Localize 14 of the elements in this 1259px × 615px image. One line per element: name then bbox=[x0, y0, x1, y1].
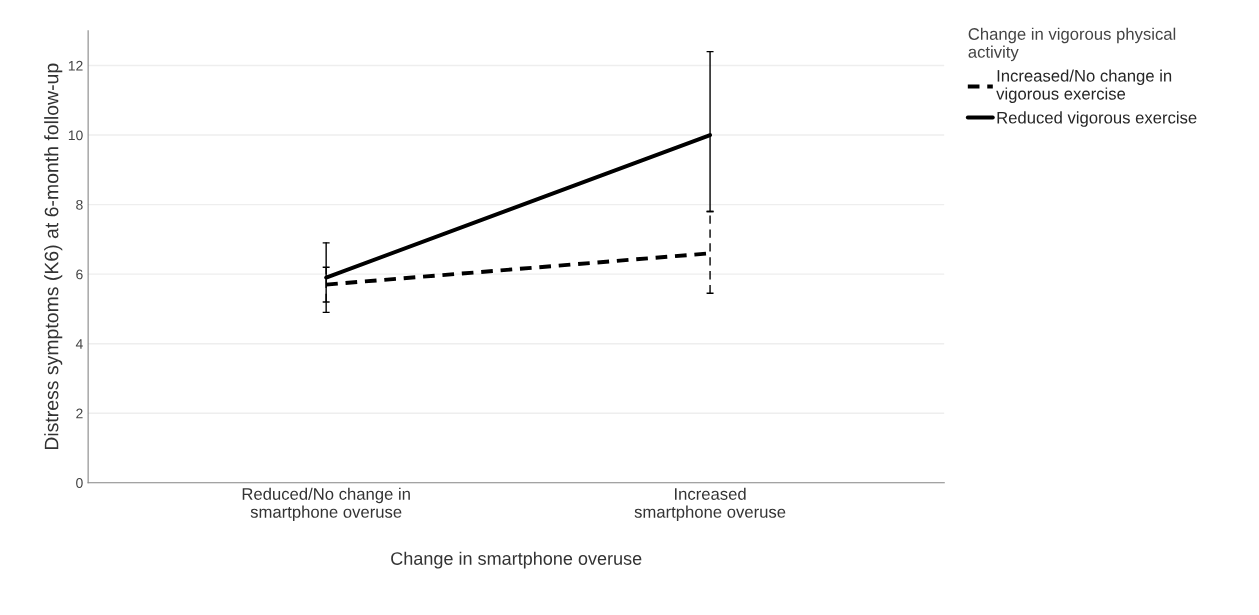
y-tick-label: 8 bbox=[76, 199, 83, 210]
y-tick-label: 2 bbox=[76, 408, 83, 419]
legend-title: Change in vigorous physical activity bbox=[968, 27, 1176, 62]
y-tick-label: 6 bbox=[76, 269, 83, 280]
legend-label: Reduced vigorous exercise bbox=[997, 111, 1197, 127]
legend-label: Increased/No change in vigorous exercise bbox=[996, 69, 1172, 103]
y-tick-label: 0 bbox=[76, 478, 83, 488]
y-tick-label: 4 bbox=[75, 339, 83, 349]
y-axis-title: Distress symptoms (K6) at 6-month follow-up bbox=[44, 63, 63, 450]
x-tick-label: Reduced/No change in smartphone overuse bbox=[242, 487, 410, 522]
y-tick-label: 12 bbox=[68, 60, 83, 71]
x-tick-label: Increased smartphone overuse bbox=[634, 487, 786, 522]
y-tick-label: 10 bbox=[68, 130, 83, 141]
x-axis-title: Change in smartphone overuse bbox=[391, 551, 642, 569]
